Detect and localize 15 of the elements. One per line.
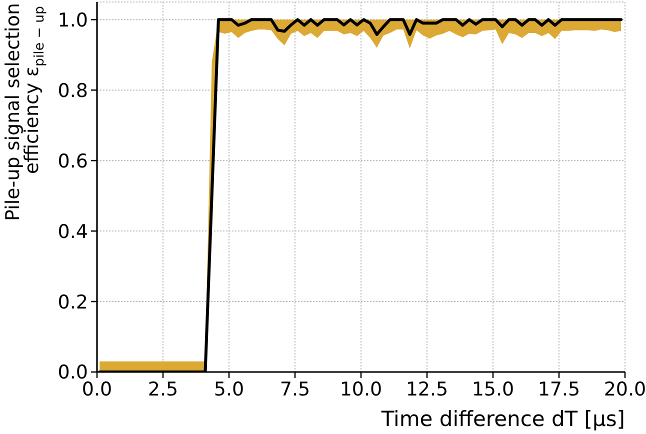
x-tick-label: 20.0 [604, 378, 646, 400]
x-tick-label: 2.5 [148, 378, 178, 400]
x-tick-label: 15.0 [472, 378, 514, 400]
x-tick-label: 10.0 [340, 378, 382, 400]
y-tick-label: 0.8 [58, 80, 88, 102]
x-tick-label: 12.5 [406, 378, 448, 400]
x-axis-title: Time difference dT [μs] [380, 407, 625, 431]
x-tick-label: 5.0 [214, 378, 244, 400]
y-tick-label: 0.2 [58, 291, 88, 314]
x-tick-label: 17.5 [538, 378, 580, 400]
y-tick-label: 0.6 [58, 150, 88, 172]
x-tick-label: 0.0 [82, 378, 112, 400]
x-tick-label: 7.5 [280, 378, 310, 400]
y-tick-label: 1.0 [58, 9, 88, 32]
y-tick-label: 0.4 [58, 220, 88, 243]
